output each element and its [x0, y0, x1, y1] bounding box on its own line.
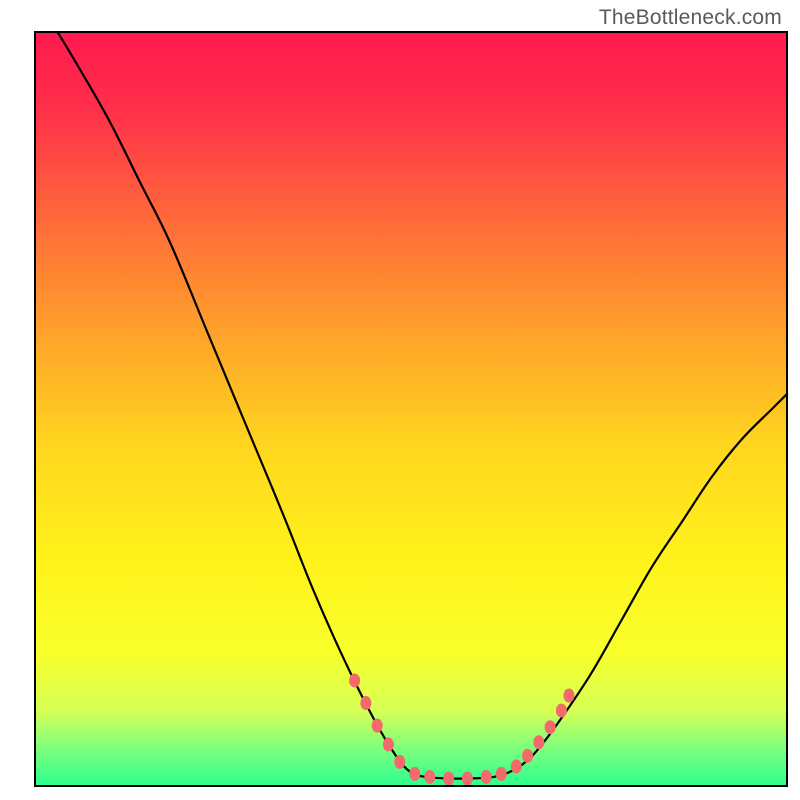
data-marker [409, 767, 420, 781]
data-marker [383, 738, 394, 752]
data-marker [545, 720, 556, 734]
data-marker [522, 749, 533, 763]
data-marker [372, 719, 383, 733]
data-marker [496, 767, 507, 781]
data-marker [424, 770, 435, 784]
chart-container: TheBottleneck.com [0, 0, 800, 800]
data-marker [360, 696, 371, 710]
data-marker [563, 689, 574, 703]
data-marker [349, 673, 360, 687]
data-marker [394, 755, 405, 769]
bottleneck-chart [0, 0, 800, 800]
data-marker [533, 735, 544, 749]
data-marker [443, 771, 454, 785]
data-marker [511, 759, 522, 773]
watermark-text: TheBottleneck.com [599, 6, 782, 30]
data-marker [481, 770, 492, 784]
data-marker [556, 704, 567, 718]
plot-background [35, 32, 787, 786]
data-marker [462, 771, 473, 785]
